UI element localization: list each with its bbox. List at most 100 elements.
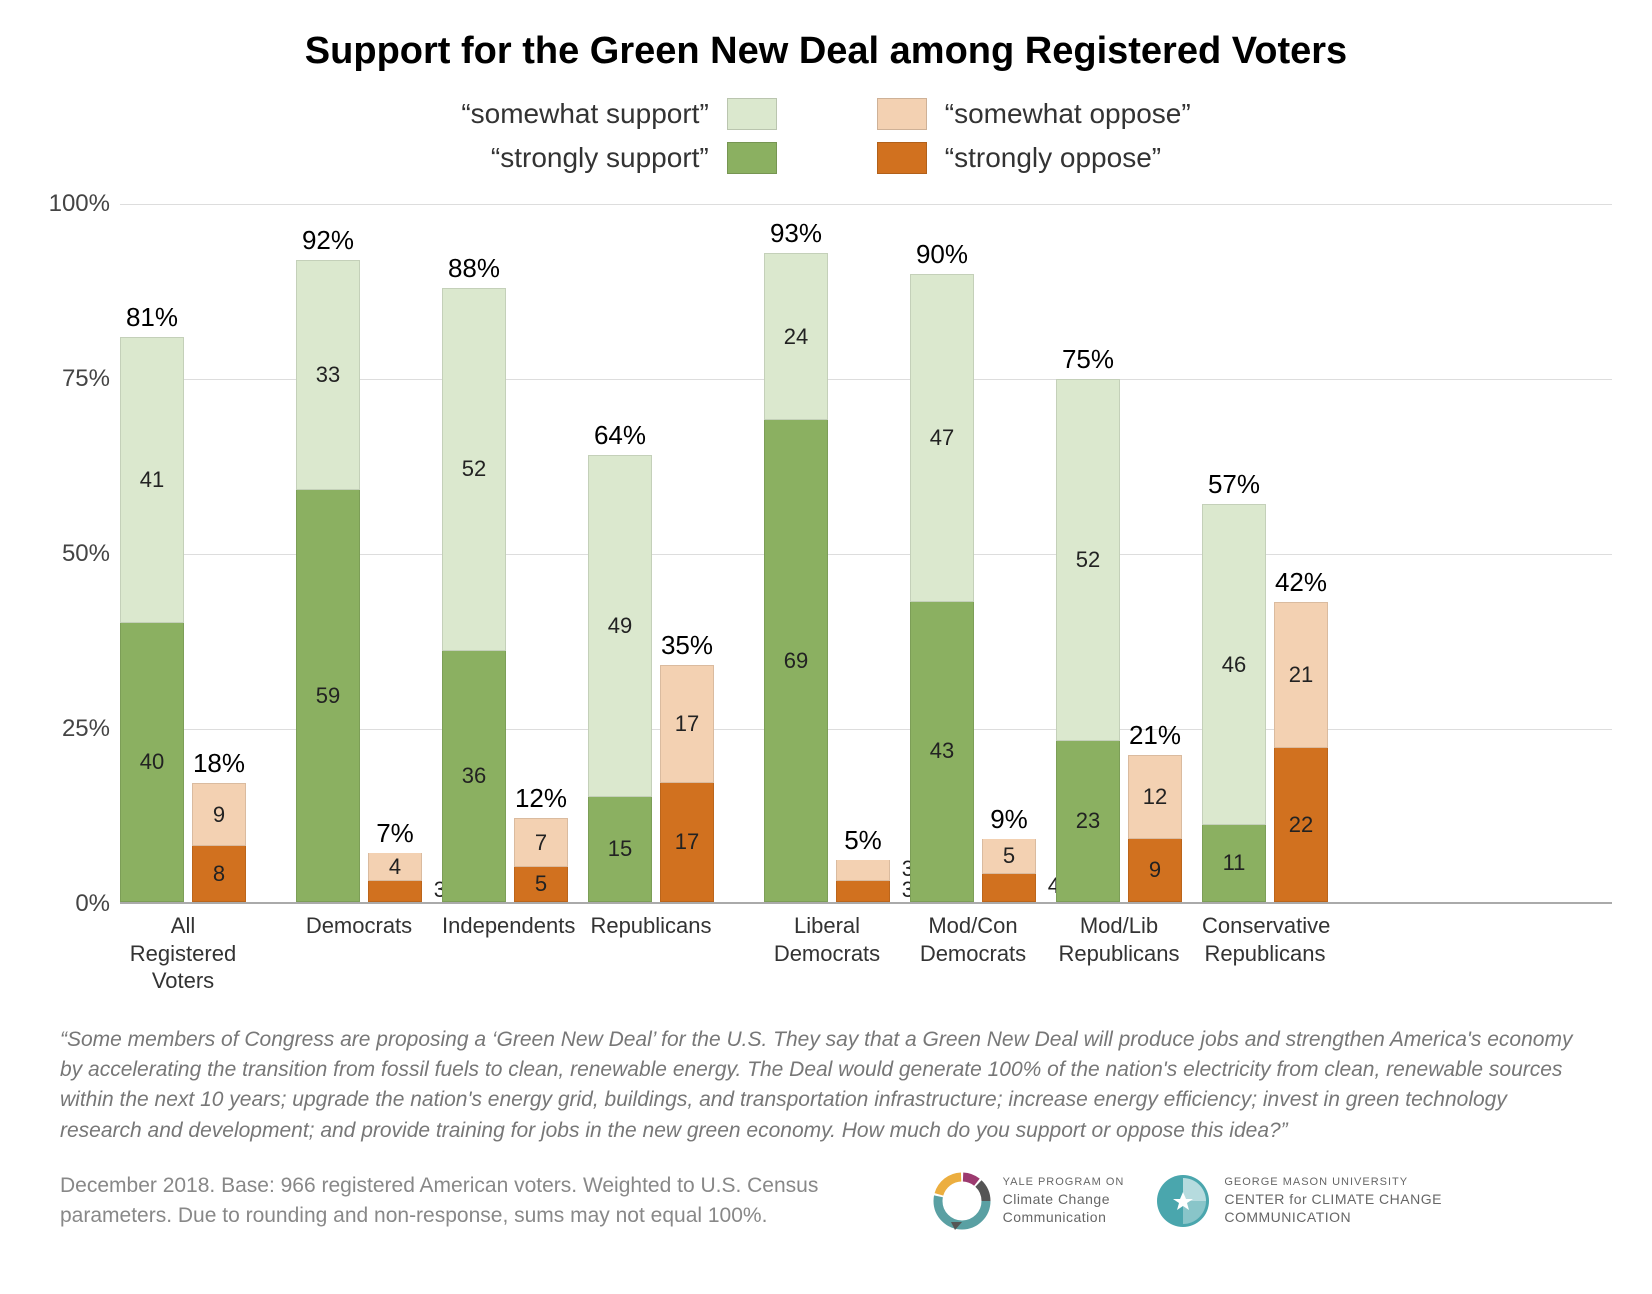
bar-group: 3359 92% 347%	[296, 204, 422, 902]
bar: 414081%	[120, 204, 184, 902]
bar-segment	[836, 860, 890, 881]
bar-total-label: 12%	[515, 783, 567, 814]
group-spacer	[1036, 204, 1056, 902]
bar-segment: 69	[764, 420, 828, 902]
bar-segment: 23	[1056, 741, 1120, 902]
legend-label-strongly-oppose: “strongly oppose”	[945, 142, 1161, 174]
bar-total-label: 88%	[448, 253, 500, 284]
x-axis-label: Republicans	[588, 912, 714, 995]
bar-segment: 52	[1056, 379, 1120, 742]
x-axis-label: ConservativeRepublicans	[1202, 912, 1328, 995]
bar: 5223 75%	[1056, 204, 1120, 902]
logo-gmu: GEORGE MASON UNIVERSITY CENTER for CLIMA…	[1154, 1172, 1442, 1230]
bar-segment	[982, 874, 1036, 902]
bar-segment: 43	[910, 602, 974, 902]
x-axis-labels: All RegisteredVoters DemocratsIndependent…	[120, 912, 1612, 995]
logo-yale: YALE PROGRAM ON Climate Change Communica…	[933, 1172, 1125, 1230]
legend-col-support: “somewhat support” “strongly support”	[461, 98, 776, 174]
bar-group: 5223 75% 12921%	[1056, 204, 1182, 902]
bar-total-label: 93%	[770, 218, 822, 249]
swatch-strongly-oppose	[877, 142, 927, 174]
chart-title: Support for the Green New Deal among Reg…	[40, 30, 1612, 73]
bar-segment	[368, 881, 422, 902]
bar: 2122 42%	[1274, 204, 1328, 902]
bar-group: 246993%335%	[764, 204, 890, 902]
bar-total-label: 90%	[916, 239, 968, 270]
bar-segment: 12	[1128, 755, 1182, 839]
bar: 5236 88%	[442, 204, 506, 902]
bar: 12921%	[1128, 204, 1182, 902]
y-tick: 50%	[62, 540, 110, 568]
y-tick: 100%	[49, 190, 110, 218]
bar-group: 491564%171735%	[588, 204, 714, 902]
gmu-line1: GEORGE MASON UNIVERSITY	[1224, 1175, 1442, 1189]
bar: 4743 90%	[910, 204, 974, 902]
gmu-line2: CENTER for CLIMATE CHANGE	[1224, 1190, 1442, 1208]
bar-segment: 22	[1274, 748, 1328, 902]
bar: 347%	[368, 204, 422, 902]
legend-item-strongly-oppose: “strongly oppose”	[877, 142, 1191, 174]
y-tick: 25%	[62, 715, 110, 743]
x-axis-label: LiberalDemocrats	[764, 912, 890, 995]
gmu-line3: COMMUNICATION	[1224, 1208, 1442, 1226]
gmu-logo-text: GEORGE MASON UNIVERSITY CENTER for CLIMA…	[1224, 1175, 1442, 1226]
y-tick: 75%	[62, 365, 110, 393]
legend-col-oppose: “somewhat oppose” “strongly oppose”	[877, 98, 1191, 174]
bar-segment: 40	[120, 623, 184, 902]
bar-segment: 9	[192, 783, 246, 846]
bar-segment: 36	[442, 651, 506, 902]
bar-segment: 11	[1202, 825, 1266, 902]
source-text: December 2018. Base: 966 registered Amer…	[60, 1171, 903, 1230]
bar-segment: 17	[660, 665, 714, 784]
bar-total-label: 21%	[1129, 720, 1181, 751]
bar-total-label: 75%	[1062, 344, 1114, 375]
bar-segment: 33	[296, 260, 360, 490]
group-spacer	[246, 204, 296, 902]
bar-total-label: 5%	[844, 825, 882, 856]
bar-segment: 52	[442, 288, 506, 651]
y-tick: 0%	[75, 890, 110, 918]
legend-item-strongly-support: “strongly support”	[461, 142, 776, 174]
bar-segment: 17	[660, 783, 714, 902]
yale-line1: YALE PROGRAM ON	[1003, 1175, 1125, 1189]
bar-segment: 59	[296, 490, 360, 902]
question-footnote: “Some members of Congress are proposing …	[60, 1025, 1592, 1147]
group-spacer	[890, 204, 910, 902]
x-axis-label: Mod/LibRepublicans	[1056, 912, 1182, 995]
bar: 246993%	[764, 204, 828, 902]
bar-total-label: 64%	[594, 420, 646, 451]
bar-total-label: 18%	[193, 748, 245, 779]
legend-label-strongly-support: “strongly support”	[491, 142, 709, 174]
group-spacer	[568, 204, 588, 902]
bar-total-label: 92%	[302, 225, 354, 256]
bar-segment: 46	[1202, 504, 1266, 825]
plot-area: 414081%9818%335992%347%523688%7512%49156…	[120, 204, 1612, 904]
x-axis-label: Democrats	[296, 912, 422, 995]
bar: 9818%	[192, 204, 246, 902]
swatch-somewhat-support	[727, 98, 777, 130]
gmu-icon	[1154, 1172, 1212, 1230]
yale-line3: Communication	[1003, 1208, 1125, 1226]
bar: 171735%	[660, 204, 714, 902]
bar-segment	[836, 881, 890, 902]
bar-segment: 21	[1274, 602, 1328, 749]
bar: 461157%	[1202, 204, 1266, 902]
x-axis-label: Independents	[442, 912, 568, 995]
bar-total-label: 42%	[1275, 567, 1327, 598]
bar-segment: 47	[910, 274, 974, 602]
bar-segment: 49	[588, 455, 652, 797]
legend: “somewhat support” “strongly support” “s…	[40, 98, 1612, 174]
bar-group: 4743 90% 459%	[910, 204, 1036, 902]
bar: 7512%	[514, 204, 568, 902]
bar: 459%	[982, 204, 1036, 902]
legend-item-somewhat-oppose: “somewhat oppose”	[877, 98, 1191, 130]
x-axis-label: All RegisteredVoters	[120, 912, 246, 995]
yale-line2: Climate Change	[1003, 1190, 1125, 1208]
y-axis: 0%25%50%75%100%	[40, 204, 120, 904]
legend-label-somewhat-oppose: “somewhat oppose”	[945, 98, 1191, 130]
group-spacer	[714, 204, 764, 902]
source-row: December 2018. Base: 966 registered Amer…	[60, 1171, 1592, 1230]
bar-segment: 41	[120, 337, 184, 623]
bar-segment: 5	[982, 839, 1036, 874]
bar-group: 5236 88% 7512%	[442, 204, 568, 902]
